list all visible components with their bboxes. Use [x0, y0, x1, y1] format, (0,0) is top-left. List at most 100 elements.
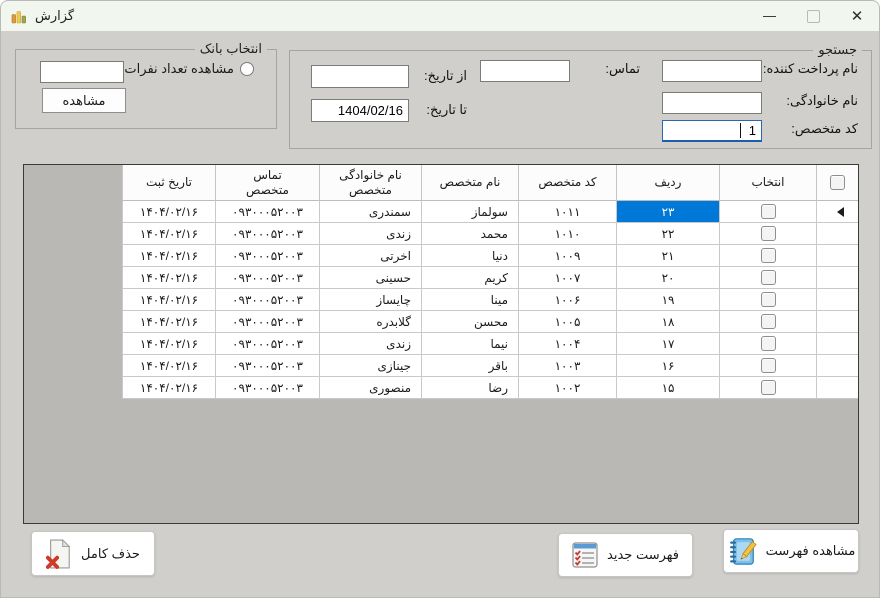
- cell-specialist-code[interactable]: ۱۰۰۹: [518, 245, 616, 267]
- cell-register-date[interactable]: ۱۴۰۴/۰۲/۱۶: [122, 377, 215, 399]
- cell-specialist-name[interactable]: کریم: [421, 267, 518, 289]
- view-list-button[interactable]: مشاهده فهرست: [723, 529, 859, 573]
- row-header-cell[interactable]: [816, 201, 858, 223]
- header-register-date[interactable]: تاریخ ثبت: [122, 165, 215, 201]
- cell-specialist-code[interactable]: ۱۰۱۱: [518, 201, 616, 223]
- cell-specialist-contact[interactable]: ۰۹۳۰۰۰۵۲۰۰۳: [215, 333, 319, 355]
- cell-specialist-family[interactable]: زندی: [319, 333, 421, 355]
- row-select-cell[interactable]: [719, 267, 816, 289]
- cell-specialist-family[interactable]: منصوری: [319, 377, 421, 399]
- select-all-checkbox[interactable]: [830, 175, 845, 190]
- new-list-button[interactable]: فهرست جدید: [558, 533, 693, 577]
- row-checkbox[interactable]: [760, 292, 776, 307]
- cell-row-number[interactable]: ۲۲: [616, 223, 719, 245]
- cell-specialist-contact[interactable]: ۰۹۳۰۰۰۵۲۰۰۳: [215, 377, 319, 399]
- row-header-cell[interactable]: [816, 267, 858, 289]
- row-header-cell[interactable]: [816, 289, 858, 311]
- to-date-input[interactable]: [311, 99, 409, 122]
- cell-row-number[interactable]: ۱۷: [616, 333, 719, 355]
- cell-specialist-name[interactable]: محسن: [421, 311, 518, 333]
- cell-register-date[interactable]: ۱۴۰۴/۰۲/۱۶: [122, 333, 215, 355]
- cell-specialist-code[interactable]: ۱۰۰۶: [518, 289, 616, 311]
- cell-specialist-contact[interactable]: ۰۹۳۰۰۰۵۲۰۰۳: [215, 245, 319, 267]
- cell-register-date[interactable]: ۱۴۰۴/۰۲/۱۶: [122, 289, 215, 311]
- row-header-cell[interactable]: [816, 355, 858, 377]
- cell-row-number[interactable]: ۲۰: [616, 267, 719, 289]
- cell-specialist-contact[interactable]: ۰۹۳۰۰۰۵۲۰۰۳: [215, 289, 319, 311]
- cell-specialist-family[interactable]: اخرتی: [319, 245, 421, 267]
- cell-register-date[interactable]: ۱۴۰۴/۰۲/۱۶: [122, 267, 215, 289]
- cell-specialist-name[interactable]: سولماز: [421, 201, 518, 223]
- header-specialist-code[interactable]: کد متخصص: [518, 165, 616, 201]
- row-checkbox[interactable]: [760, 314, 776, 329]
- row-header-cell[interactable]: [816, 311, 858, 333]
- cell-specialist-family[interactable]: چایساز: [319, 289, 421, 311]
- specialist-code-input[interactable]: [662, 120, 762, 142]
- row-select-cell[interactable]: [719, 201, 816, 223]
- header-specialist-contact[interactable]: تماس متخصص: [215, 165, 319, 201]
- header-select[interactable]: انتخاب: [719, 165, 816, 201]
- cell-specialist-family[interactable]: زندی: [319, 223, 421, 245]
- row-header-cell[interactable]: [816, 377, 858, 399]
- maximize-button[interactable]: [791, 1, 835, 31]
- row-select-cell[interactable]: [719, 245, 816, 267]
- cell-specialist-contact[interactable]: ۰۹۳۰۰۰۵۲۰۰۳: [215, 267, 319, 289]
- cell-specialist-contact[interactable]: ۰۹۳۰۰۰۵۲۰۰۳: [215, 311, 319, 333]
- cell-row-number[interactable]: ۱۶: [616, 355, 719, 377]
- view-count-radio[interactable]: مشاهده تعداد نفرات: [124, 61, 254, 77]
- row-checkbox[interactable]: [760, 204, 776, 219]
- row-select-cell[interactable]: [719, 333, 816, 355]
- row-select-cell[interactable]: [719, 289, 816, 311]
- cell-specialist-code[interactable]: ۱۰۱۰: [518, 223, 616, 245]
- cell-specialist-name[interactable]: محمد: [421, 223, 518, 245]
- row-select-cell[interactable]: [719, 311, 816, 333]
- cell-register-date[interactable]: ۱۴۰۴/۰۲/۱۶: [122, 223, 215, 245]
- cell-specialist-family[interactable]: سمندری: [319, 201, 421, 223]
- row-header-cell[interactable]: [816, 245, 858, 267]
- select-all-header-cell[interactable]: [816, 165, 858, 201]
- close-button[interactable]: ✕: [835, 1, 879, 31]
- cell-row-number[interactable]: ۱۵: [616, 377, 719, 399]
- row-select-cell[interactable]: [719, 377, 816, 399]
- bank-view-button[interactable]: مشاهده: [42, 88, 126, 113]
- contact-input[interactable]: [480, 60, 570, 82]
- row-header-cell[interactable]: [816, 223, 858, 245]
- delete-all-button[interactable]: حذف کامل: [31, 531, 155, 576]
- header-specialist-family[interactable]: نام خانوادگی متخصص: [319, 165, 421, 201]
- row-checkbox[interactable]: [760, 248, 776, 263]
- cell-row-number[interactable]: ۱۹: [616, 289, 719, 311]
- cell-specialist-contact[interactable]: ۰۹۳۰۰۰۵۲۰۰۳: [215, 201, 319, 223]
- cell-register-date[interactable]: ۱۴۰۴/۰۲/۱۶: [122, 245, 215, 267]
- cell-specialist-contact[interactable]: ۰۹۳۰۰۰۵۲۰۰۳: [215, 223, 319, 245]
- row-select-cell[interactable]: [719, 355, 816, 377]
- bank-count-input[interactable]: [40, 61, 124, 83]
- cell-specialist-family[interactable]: گلابدره: [319, 311, 421, 333]
- cell-register-date[interactable]: ۱۴۰۴/۰۲/۱۶: [122, 355, 215, 377]
- cell-specialist-name[interactable]: دنیا: [421, 245, 518, 267]
- header-specialist-name[interactable]: نام متخصص: [421, 165, 518, 201]
- cell-specialist-name[interactable]: مینا: [421, 289, 518, 311]
- cell-specialist-name[interactable]: باقر: [421, 355, 518, 377]
- cell-specialist-family[interactable]: جینازی: [319, 355, 421, 377]
- cell-specialist-name[interactable]: نیما: [421, 333, 518, 355]
- row-select-cell[interactable]: [719, 223, 816, 245]
- cell-specialist-name[interactable]: رضا: [421, 377, 518, 399]
- cell-row-number[interactable]: ۲۳: [616, 201, 719, 223]
- row-checkbox[interactable]: [760, 270, 776, 285]
- minimize-button[interactable]: [747, 1, 791, 31]
- header-row-number[interactable]: ردیف: [616, 165, 719, 201]
- cell-specialist-code[interactable]: ۱۰۰۲: [518, 377, 616, 399]
- cell-specialist-contact[interactable]: ۰۹۳۰۰۰۵۲۰۰۳: [215, 355, 319, 377]
- cell-specialist-code[interactable]: ۱۰۰۷: [518, 267, 616, 289]
- row-header-cell[interactable]: [816, 333, 858, 355]
- cell-specialist-code[interactable]: ۱۰۰۴: [518, 333, 616, 355]
- cell-register-date[interactable]: ۱۴۰۴/۰۲/۱۶: [122, 201, 215, 223]
- row-checkbox[interactable]: [760, 358, 776, 373]
- cell-row-number[interactable]: ۱۸: [616, 311, 719, 333]
- from-date-input[interactable]: [311, 65, 409, 88]
- payer-name-input[interactable]: [662, 60, 762, 82]
- lastname-input[interactable]: [662, 92, 762, 114]
- cell-row-number[interactable]: ۲۱: [616, 245, 719, 267]
- cell-specialist-family[interactable]: حسینی: [319, 267, 421, 289]
- row-checkbox[interactable]: [760, 226, 776, 241]
